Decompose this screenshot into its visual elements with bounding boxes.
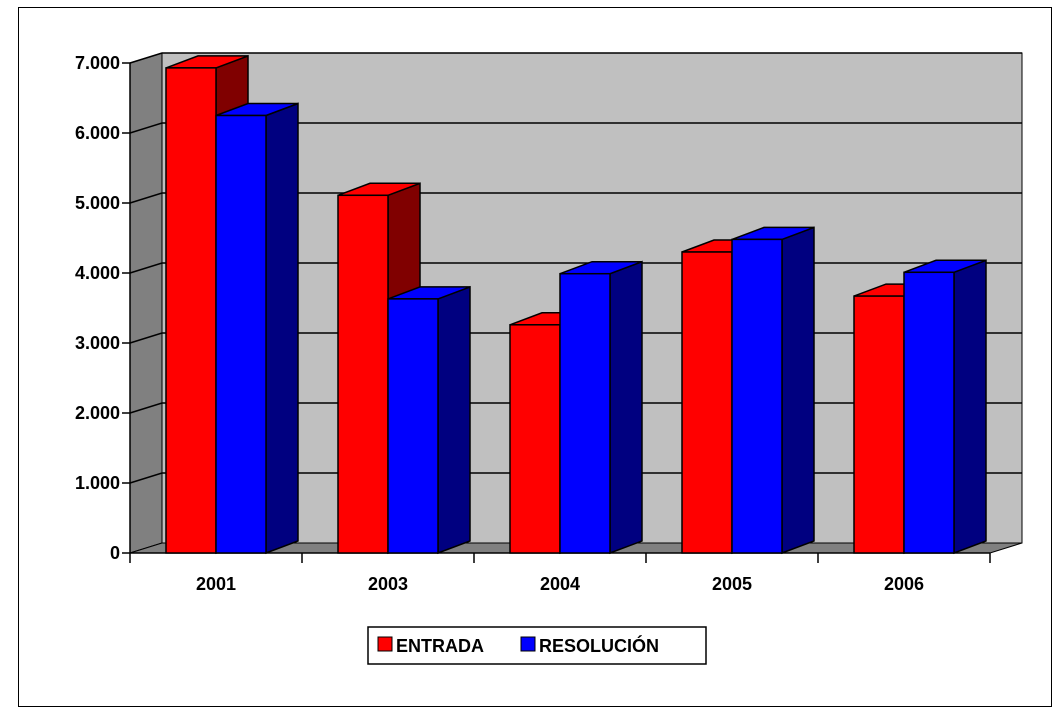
bar-front [731,238,783,554]
y-tick-label: 6.000 [75,123,120,143]
y-tick-label: 1.000 [75,473,120,493]
gridline [129,52,1022,64]
bar-front [215,114,267,554]
x-tick-label: 2004 [540,574,580,594]
axes: 0 1.000 2.000 3.000 4.000 5.000 6.000 7.000 2001… [75,53,991,594]
bar [731,226,815,555]
bar-front [337,194,389,554]
x-tick-label: 2001 [196,574,236,594]
y-tick-label: 3.000 [75,333,120,353]
bar-front [853,295,905,554]
bar [215,102,299,555]
legend-label-entrada: ENTRADA [396,636,484,656]
bar-front [509,324,561,554]
legend-swatch-entrada [377,636,393,652]
y-tick-label: 4.000 [75,263,120,283]
bar-front [387,298,439,554]
bar [387,285,471,555]
legend-swatch-resolucion [520,636,536,652]
bar-side [953,259,987,555]
bar-side [609,260,643,555]
bar-side [265,102,299,555]
y-tick-label: 7.000 [75,53,120,73]
bar-side [437,285,471,555]
bar-front [903,271,955,554]
x-tick-label: 2006 [884,574,924,594]
bar-side [781,226,815,555]
y-tick-label: 2.000 [75,403,120,423]
bars [165,54,987,555]
bar [903,259,987,555]
x-tick-label: 2003 [368,574,408,594]
gridline [129,122,1022,134]
bar-front [165,67,217,554]
gridline [129,192,1022,204]
bar-front [559,272,611,554]
bar-front [681,251,733,554]
legend: ENTRADA RESOLUCIÓN [367,626,707,665]
x-tick-label: 2005 [712,574,752,594]
bar-chart: 0 1.000 2.000 3.000 4.000 5.000 6.000 7.000 2001… [75,52,1023,665]
legend-label-resolucion: RESOLUCIÓN [539,635,659,656]
bar [559,260,643,555]
legend-box [367,626,707,665]
y-tick-label: 0 [110,543,120,563]
y-tick-label: 5.000 [75,193,120,213]
